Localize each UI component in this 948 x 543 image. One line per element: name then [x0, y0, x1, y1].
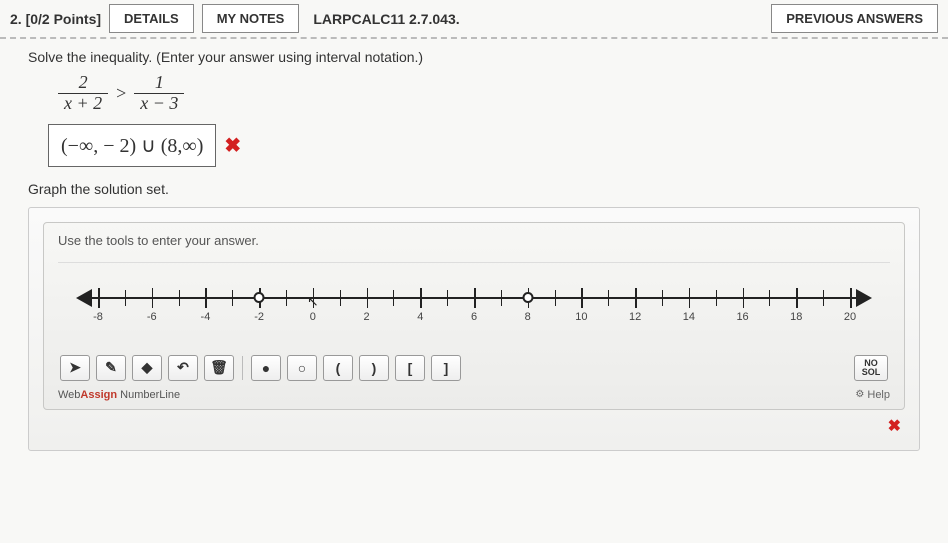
tick-label: 20 — [844, 311, 856, 323]
tick — [232, 290, 233, 306]
toolbar: ➤ ✎ ◆ ↶ 🗑 ● ○ ( ) [ ] NO SOL — [58, 351, 890, 385]
tick — [769, 290, 770, 306]
tick — [823, 290, 824, 306]
fraction1-numerator: 2 — [73, 73, 94, 93]
number-line[interactable]: -8 -6 -4 -2 0 2 4 6 8 10 12 14 16 18 20 ↖ — [78, 277, 870, 337]
graph-panel: Use the tools to enter your answer. -8 -6… — [28, 207, 920, 451]
gear-icon: ⚙ — [855, 389, 864, 400]
left-paren-button[interactable]: ( — [323, 355, 353, 381]
tick-label: -2 — [254, 311, 264, 323]
tick — [796, 288, 798, 308]
tick — [608, 290, 609, 306]
tick — [716, 290, 717, 306]
tick-label: 0 — [310, 311, 316, 323]
tick — [152, 288, 154, 308]
inequality-expression: 2 x + 2 > 1 x − 3 — [58, 73, 920, 114]
tick — [662, 290, 663, 306]
tick — [501, 290, 502, 306]
tick — [743, 288, 745, 308]
pencil-tool-button[interactable]: ✎ — [96, 355, 126, 381]
tick-label: 16 — [736, 311, 748, 323]
closed-dot-button[interactable]: ● — [251, 355, 281, 381]
inequality-operator: > — [116, 83, 126, 104]
arrow-right-icon — [856, 289, 872, 307]
cursor-icon: ↖ — [307, 293, 319, 310]
tick — [367, 288, 369, 308]
tick — [635, 288, 637, 308]
tick-label: -6 — [147, 311, 157, 323]
trash-button[interactable]: 🗑 — [204, 355, 234, 381]
fraction2-numerator: 1 — [149, 73, 170, 93]
right-paren-button[interactable]: ) — [359, 355, 389, 381]
assignment-code: LARPCALC11 2.7.043. — [313, 11, 459, 27]
tick-label: 6 — [471, 311, 477, 323]
tick — [98, 288, 100, 308]
fraction1-denominator: x + 2 — [58, 94, 108, 114]
open-point[interactable] — [254, 292, 265, 303]
tool-title: Use the tools to enter your answer. — [58, 233, 890, 248]
no-solution-button[interactable]: NO SOL — [854, 355, 888, 381]
graph-instruction: Graph the solution set. — [28, 181, 920, 197]
open-point[interactable] — [522, 292, 533, 303]
fraction2-denominator: x − 3 — [134, 94, 184, 114]
tick-label: 18 — [790, 311, 802, 323]
tick — [474, 288, 476, 308]
tick — [393, 290, 394, 306]
help-link[interactable]: ⚙ Help — [855, 389, 890, 401]
tick-label: 4 — [417, 311, 423, 323]
tick-label: -8 — [93, 311, 103, 323]
pointer-tool-button[interactable]: ➤ — [60, 355, 90, 381]
right-bracket-button[interactable]: ] — [431, 355, 461, 381]
tick-label: 2 — [364, 311, 370, 323]
tick — [205, 288, 207, 308]
tick — [340, 290, 341, 306]
undo-button[interactable]: ↶ — [168, 355, 198, 381]
previous-answers-button[interactable]: PREVIOUS ANSWERS — [771, 4, 938, 33]
tick — [179, 290, 180, 306]
question-points: 2. [0/2 Points] — [10, 11, 101, 27]
tick-label: 12 — [629, 311, 641, 323]
tick — [555, 290, 556, 306]
tick — [125, 290, 126, 306]
tick-label: 14 — [683, 311, 695, 323]
tick — [850, 288, 852, 308]
eraser-tool-button[interactable]: ◆ — [132, 355, 162, 381]
problem-instruction: Solve the inequality. (Enter your answer… — [28, 49, 920, 65]
tick — [581, 288, 583, 308]
tick-label: 8 — [525, 311, 531, 323]
tick — [286, 290, 287, 306]
open-dot-button[interactable]: ○ — [287, 355, 317, 381]
tick — [420, 288, 422, 308]
wrong-icon: ✖ — [224, 133, 241, 158]
numberline-tool: Use the tools to enter your answer. -8 -6… — [43, 222, 905, 410]
graph-wrong-icon: ✖ — [43, 416, 905, 436]
brand-label: WebAssign NumberLine — [58, 389, 180, 401]
tick — [447, 290, 448, 306]
tick — [689, 288, 691, 308]
tick-label: -4 — [201, 311, 211, 323]
details-button[interactable]: DETAILS — [109, 4, 194, 33]
my-notes-button[interactable]: MY NOTES — [202, 4, 300, 33]
tick-label: 10 — [575, 311, 587, 323]
left-bracket-button[interactable]: [ — [395, 355, 425, 381]
answer-input[interactable]: (−∞, − 2) ∪ (8,∞) — [48, 124, 216, 167]
